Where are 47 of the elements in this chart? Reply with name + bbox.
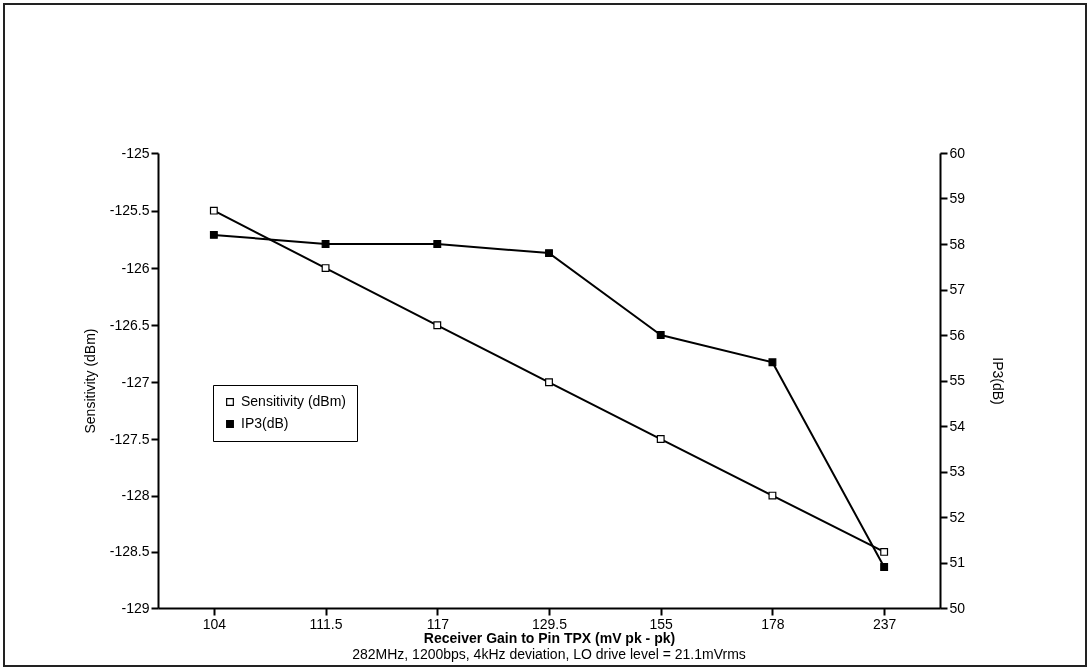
y-tick-label: -125.5 xyxy=(109,202,150,219)
y2-tick-label: 56 xyxy=(949,326,966,343)
y-tick-label: -128.5 xyxy=(109,543,150,560)
y-axis-title: Sensitivity (dBm) xyxy=(81,328,98,434)
point xyxy=(209,230,218,239)
y2-tick-label: 53 xyxy=(949,463,966,479)
point xyxy=(545,249,553,258)
y2-tick-label: 57 xyxy=(949,281,966,297)
y2-tick-label: 60 xyxy=(949,144,966,161)
text: 282MHz, 1200bps, 4kHz deviation, LO drive level = 21.1mVrms xyxy=(351,646,747,662)
point xyxy=(433,240,442,248)
y-tick-label: -125 xyxy=(121,144,150,161)
legend-label: IP3(dB) xyxy=(241,415,289,431)
y2-tick-label: 59 xyxy=(949,190,966,206)
y-tick-label: -128 xyxy=(121,487,150,504)
y2-tick-label: 54 xyxy=(949,417,966,434)
point xyxy=(321,240,330,248)
y2-tick-label: 55 xyxy=(949,372,966,388)
x-tick-label: 178 xyxy=(761,615,785,632)
x-tick-label: 117 xyxy=(426,615,450,632)
point xyxy=(768,491,777,500)
y2-tick-label: 50 xyxy=(949,599,966,616)
point xyxy=(209,206,218,215)
x-tick-label: 237 xyxy=(872,615,897,632)
point xyxy=(433,321,442,330)
point xyxy=(321,264,330,273)
y-tick-label: -126.5 xyxy=(109,316,150,333)
point xyxy=(768,358,777,367)
y2-tick-label: 58 xyxy=(949,235,966,252)
point xyxy=(545,378,553,387)
x-tick-label: 155 xyxy=(649,615,674,632)
y2-axis-title: IP3(dB) xyxy=(990,357,1007,405)
y-tick-label: -126 xyxy=(121,259,150,276)
y-tick-label: -127 xyxy=(121,373,150,390)
point xyxy=(656,435,665,443)
x-tick-label: 104 xyxy=(202,615,227,632)
x-axis-title: Receiver Gain to Pin TPX (mV pk - pk) xyxy=(423,629,676,646)
x-tick-label: 129.5 xyxy=(531,615,568,632)
y2-tick-label: 51 xyxy=(949,554,966,570)
y2-tick-label: 52 xyxy=(949,508,966,525)
y-tick-label: -127.5 xyxy=(109,430,150,447)
legend-label: Sensitivity (dBm) xyxy=(241,393,347,409)
point xyxy=(656,331,665,339)
x-tick-label: 111.5 xyxy=(309,615,343,632)
point xyxy=(880,563,889,571)
y-tick-label: -129 xyxy=(121,599,150,616)
point xyxy=(880,547,889,556)
